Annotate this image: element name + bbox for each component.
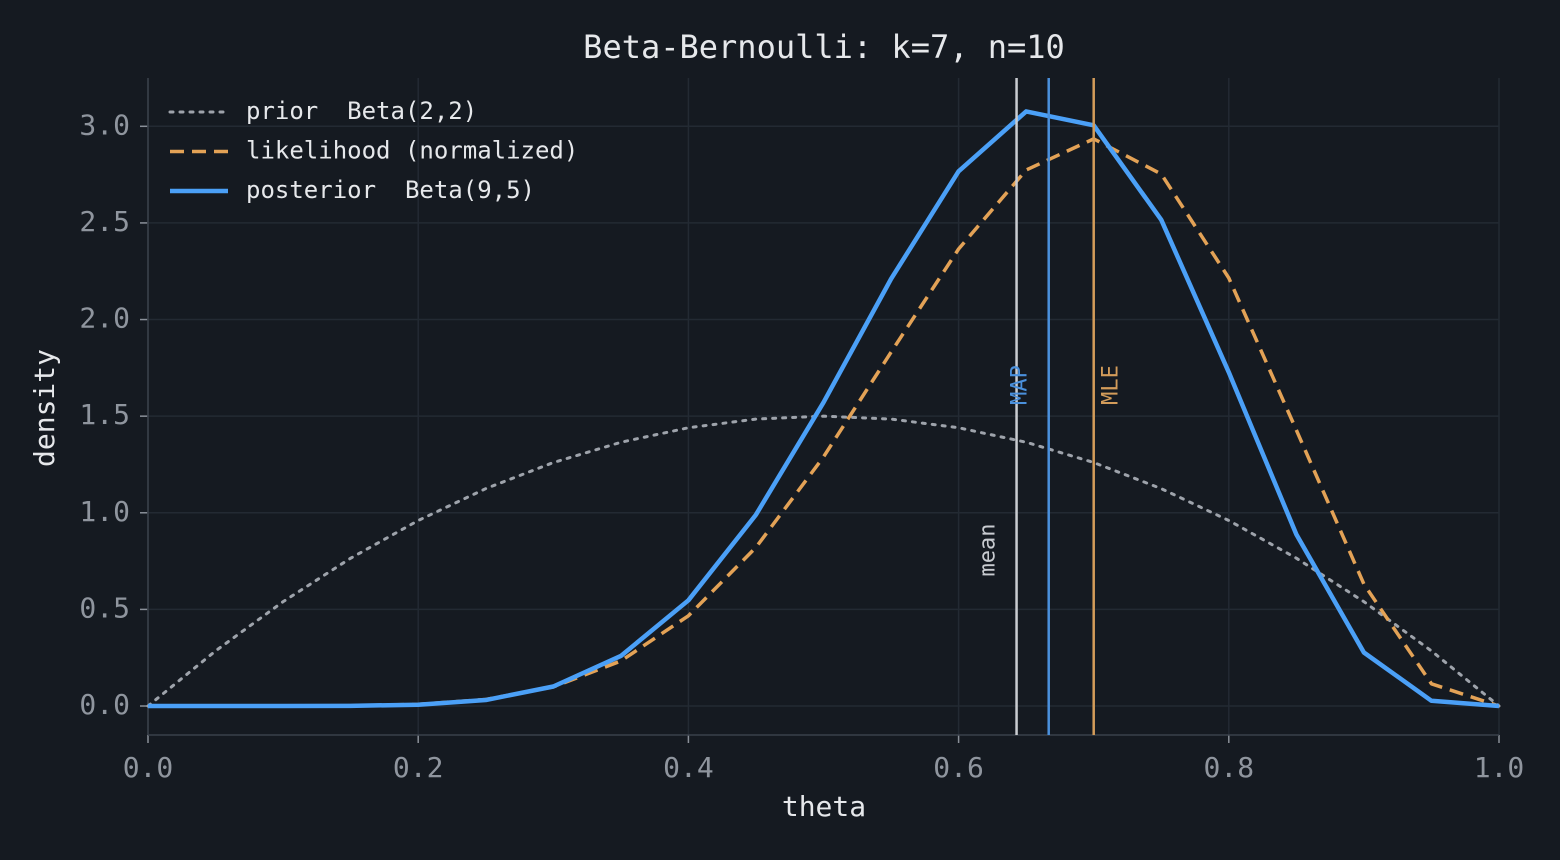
y-tick-label: 3.0 bbox=[79, 108, 130, 141]
vline-label: MAP bbox=[1008, 365, 1033, 405]
x-tick-label: 0.4 bbox=[663, 751, 714, 784]
legend-label: likelihood (normalized) bbox=[246, 137, 578, 165]
x-tick-label: 0.8 bbox=[1204, 751, 1255, 784]
y-tick-label: 2.0 bbox=[79, 302, 130, 335]
y-tick-label: 0.0 bbox=[79, 688, 130, 721]
vline-label: mean bbox=[976, 524, 1001, 577]
series-line bbox=[146, 414, 1501, 708]
x-tick-label: 0.6 bbox=[933, 751, 984, 784]
x-axis-label: theta bbox=[782, 790, 866, 823]
legend-label: prior Beta(2,2) bbox=[246, 97, 477, 125]
x-tick-label: 0.0 bbox=[123, 751, 174, 784]
y-tick-label: 2.5 bbox=[79, 205, 130, 238]
vline-label: MLE bbox=[1099, 365, 1124, 405]
y-tick-label: 0.5 bbox=[79, 591, 130, 624]
y-tick-label: 1.5 bbox=[79, 398, 130, 431]
chart-title: Beta-Bernoulli: k=7, n=10 bbox=[583, 28, 1065, 66]
x-tick-label: 1.0 bbox=[1474, 751, 1525, 784]
x-tick-label: 0.2 bbox=[393, 751, 444, 784]
y-axis-label: density bbox=[28, 349, 61, 467]
y-tick-label: 1.0 bbox=[79, 495, 130, 528]
series-line bbox=[148, 109, 1500, 709]
legend-label: posterior Beta(9,5) bbox=[246, 176, 535, 204]
